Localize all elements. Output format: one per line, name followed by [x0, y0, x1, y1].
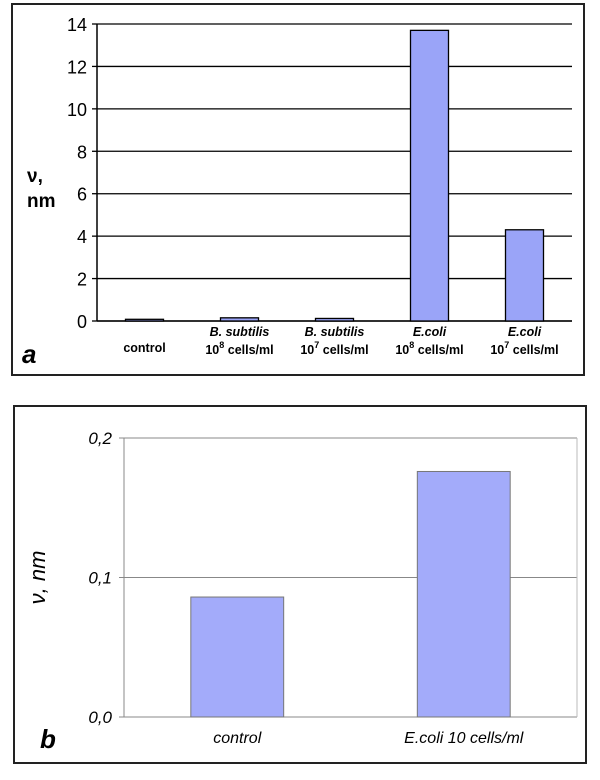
bar — [504, 229, 545, 322]
bar — [190, 596, 285, 718]
y-axis-label: ν, nm — [25, 551, 50, 605]
bar — [124, 318, 165, 322]
y-tick-label: 14 — [67, 15, 87, 35]
y-tick-label: 0 — [77, 312, 87, 332]
panel-label: b — [40, 724, 56, 754]
x-tick-label: control — [123, 341, 165, 355]
y-axis-label: nm — [27, 191, 56, 212]
y-tick-label: 0,0 — [88, 708, 112, 727]
chart-panel-a: 0 2 4 6 8 10 12 14 control B. subtilis 108 cells/m… — [11, 3, 585, 376]
x-tick-label: E.coli — [413, 325, 447, 339]
y-tick-label: 0,1 — [88, 569, 112, 588]
x-tick-label: 107 cells/ml — [490, 340, 558, 357]
bar — [409, 29, 450, 322]
x-tick-label: B. subtilis — [305, 325, 365, 339]
chart-b-svg: 0,0 0,1 0,2 control E.coli 10 cells/ml ν, nm b — [25, 429, 578, 754]
bar — [219, 317, 260, 322]
y-tick-label: 2 — [77, 270, 87, 290]
panel-label: a — [22, 339, 36, 369]
x-tick-label: 107 cells/ml — [300, 340, 368, 357]
y-tick-label: 4 — [77, 227, 87, 247]
bar — [416, 470, 511, 718]
bar — [314, 317, 355, 322]
y-tick-label: 6 — [77, 185, 87, 205]
x-tick-label: E.coli — [508, 325, 542, 339]
y-tick-label: 12 — [67, 57, 87, 77]
x-tick-label: B. subtilis — [210, 325, 270, 339]
x-tick-label: 108 cells/ml — [205, 340, 273, 357]
chart-panel-b: 0,0 0,1 0,2 control E.coli 10 cells/ml ν, nm b — [13, 405, 587, 764]
x-tick-label: E.coli 10 cells/ml — [404, 730, 524, 747]
x-tick-label: control — [213, 730, 261, 747]
x-tick-label: 108 cells/ml — [395, 340, 463, 357]
y-tick-label: 10 — [67, 100, 87, 120]
y-axis-label: ν, — [27, 166, 43, 187]
y-tick-label: 0,2 — [88, 429, 112, 448]
y-tick-label: 8 — [77, 142, 87, 162]
